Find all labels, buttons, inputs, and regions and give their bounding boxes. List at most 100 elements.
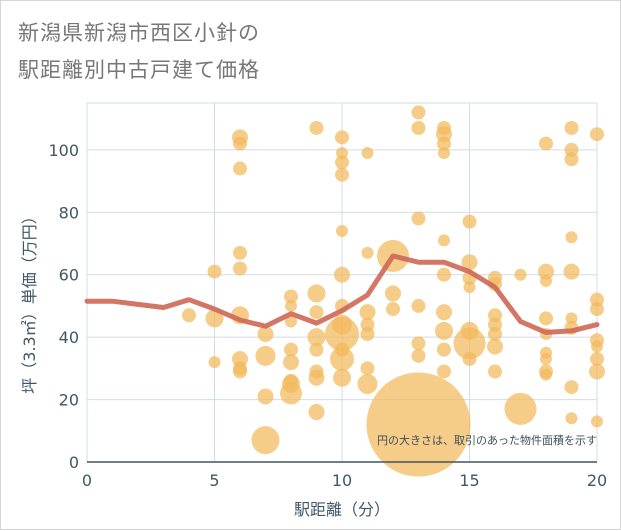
bubble-point: [359, 304, 376, 321]
bubble-point: [307, 328, 326, 347]
bubble-point: [487, 338, 503, 355]
bubble-point: [540, 274, 552, 287]
bubble-point: [504, 392, 537, 425]
bubble-point: [366, 372, 471, 477]
bubble-point: [437, 267, 451, 282]
bubble-point: [411, 120, 426, 135]
bubble-point: [564, 152, 579, 167]
bubble-point: [360, 327, 375, 342]
bubble-point: [538, 263, 554, 280]
bubble-point: [590, 302, 604, 317]
bubble-point: [461, 254, 478, 271]
bubble-point: [462, 351, 477, 366]
bubble-point: [335, 155, 349, 170]
bubble-point: [565, 412, 578, 425]
bubble-point: [436, 304, 452, 321]
bubble-point: [563, 263, 580, 280]
bubble-point: [336, 224, 348, 237]
y-tick-label: 100: [48, 141, 79, 160]
bubble-point: [255, 345, 276, 366]
bubble-point: [453, 327, 486, 360]
y-tick-label: 60: [59, 266, 79, 285]
bubble-point: [564, 120, 579, 135]
y-tick-label: 0: [69, 453, 79, 472]
bubble-point: [435, 321, 453, 340]
chart-title-line-2: 駅距離別中古戸建て価格: [18, 58, 260, 82]
bubble-point: [307, 284, 326, 303]
bubble-point: [565, 312, 578, 325]
bubble-point: [411, 298, 426, 313]
x-tick-label: 5: [209, 471, 219, 490]
bubble-point: [233, 261, 247, 276]
bubble-point: [539, 136, 553, 151]
bubble-point: [488, 327, 502, 342]
y-tick-label: 20: [59, 391, 79, 410]
bubble-point: [463, 281, 476, 294]
bubble-point: [462, 214, 477, 229]
bubble-point: [488, 364, 502, 379]
bubble-point: [539, 311, 553, 326]
bubble-point: [411, 336, 426, 351]
bubble-point: [285, 299, 297, 312]
bubble-point: [460, 321, 479, 340]
bubble-point: [284, 289, 298, 304]
bubble-point: [540, 368, 552, 381]
bubble-layer: [182, 105, 605, 477]
bubble-point: [589, 363, 605, 380]
bubble-point: [590, 127, 604, 142]
bubble-point: [334, 266, 350, 283]
bubble-point: [437, 120, 451, 135]
bubble-point: [361, 146, 374, 159]
bubble-point: [309, 342, 324, 357]
bubble-point: [309, 120, 324, 135]
bubble-point: [438, 146, 450, 159]
bubble-size-note: 円の大きさは、取引のあった物件面積を示す: [377, 433, 597, 447]
axes: 0 5 10 15 20 0 20 40 60 80 100: [48, 141, 607, 490]
average-price-line: [84, 253, 600, 335]
bubble-point: [437, 136, 451, 151]
bubble-point: [335, 167, 349, 182]
x-tick-label: 15: [459, 471, 479, 490]
bubble-point: [284, 342, 298, 357]
bubble-point: [308, 404, 325, 421]
bubble-point: [251, 426, 280, 455]
bubble-point: [357, 373, 378, 394]
bubble-point: [335, 130, 349, 145]
bubble-point: [411, 105, 426, 120]
bubble-point: [564, 380, 579, 395]
bubble-point: [233, 245, 247, 260]
chart-title-line-1: 新潟県新潟市西区小針の: [18, 21, 260, 45]
x-axis-label: 駅距離（分）: [294, 500, 390, 519]
bubble-point: [411, 211, 426, 226]
bubble-point: [309, 305, 324, 320]
y-tick-label: 80: [59, 203, 79, 222]
bubble-point: [335, 342, 349, 357]
bubble-point: [411, 348, 426, 363]
bubble-point: [437, 342, 451, 357]
trend-line-layer: [84, 253, 600, 335]
bubble-point: [591, 340, 603, 353]
y-tick-label: 40: [59, 328, 79, 347]
bubble-point: [336, 146, 348, 159]
x-tick-label: 10: [332, 471, 352, 490]
bubble-point: [205, 309, 224, 328]
bubble-point: [284, 373, 298, 388]
bubble-point: [285, 315, 297, 328]
bubble-point: [309, 364, 324, 379]
bubble-point: [233, 136, 247, 151]
x-tick-label: 20: [587, 471, 607, 490]
bubble-point: [257, 326, 274, 343]
bubble-point: [208, 356, 221, 369]
bubble-point: [361, 246, 374, 259]
bubble-point: [540, 352, 552, 365]
bubble-point: [333, 368, 351, 387]
bubble-point: [257, 388, 274, 405]
bubble-point: [590, 351, 604, 366]
bubble-point: [332, 314, 352, 335]
bubble-point: [385, 285, 401, 302]
bubble-point: [233, 364, 247, 379]
bubble-point: [565, 231, 578, 244]
bubble-point: [591, 415, 603, 428]
